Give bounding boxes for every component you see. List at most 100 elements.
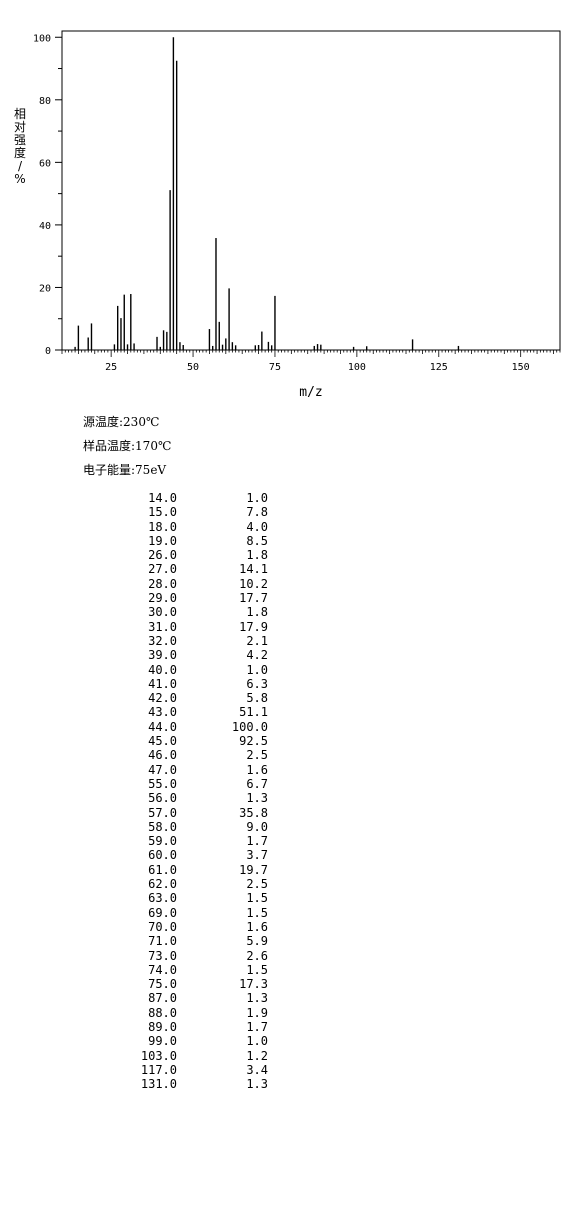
y-axis-ticks: 0 20 40 60 80 100 — [33, 33, 62, 357]
table-row: 40.0 1.0 — [110, 663, 268, 677]
table-row: 87.0 1.3 — [110, 991, 268, 1005]
mz-cell: 62.0 — [148, 877, 177, 892]
abundance-cell: 1.7 — [246, 834, 268, 849]
abundance-cell: 2.5 — [246, 748, 268, 763]
mz-cell: 75.0 — [148, 977, 177, 992]
abundance-cell: 17.7 — [239, 591, 268, 606]
mz-cell: 99.0 — [148, 1034, 177, 1049]
x-axis-ticks: 25 50 75 100 125 150 — [61, 350, 561, 373]
mz-cell: 71.0 — [148, 934, 177, 949]
x-tick-label: 25 — [105, 362, 117, 373]
abundance-cell: 10.2 — [239, 576, 268, 591]
mz-cell: 103.0 — [140, 1048, 177, 1063]
abundance-cell: 1.0 — [246, 1034, 268, 1049]
table-row: 19.0 8.5 — [110, 534, 268, 548]
mz-cell: 69.0 — [148, 905, 177, 920]
abundance-cell: 100.0 — [231, 719, 268, 734]
mz-cell: 15.0 — [148, 505, 177, 520]
y-axis-label: 相对强度/% — [14, 107, 26, 186]
table-row: 63.0 1.5 — [110, 891, 268, 905]
mass-spectrum-chart: 0 20 40 60 80 100 25 50 75 100 125 150 相对强度/% m/z — [14, 30, 561, 400]
y-tick-label: 60 — [39, 158, 51, 169]
table-row: 74.0 1.5 — [110, 963, 268, 977]
abundance-cell: 7.8 — [246, 505, 268, 520]
abundance-cell: 5.8 — [246, 691, 268, 706]
abundance-cell: 1.5 — [246, 962, 268, 977]
mz-cell: 42.0 — [148, 691, 177, 706]
abundance-cell: 1.3 — [246, 991, 268, 1006]
mz-cell: 27.0 — [148, 562, 177, 577]
table-row: 57.0 35.8 — [110, 806, 268, 820]
mz-cell: 43.0 — [148, 705, 177, 720]
mz-cell: 58.0 — [148, 819, 177, 834]
table-row: 75.0 17.3 — [110, 977, 268, 991]
abundance-cell: 14.1 — [239, 562, 268, 577]
mz-cell: 59.0 — [148, 834, 177, 849]
table-row: 30.0 1.8 — [110, 605, 268, 619]
table-row: 44.0 100.0 — [110, 720, 268, 734]
y-tick-label: 100 — [33, 33, 51, 44]
abundance-cell: 17.9 — [239, 619, 268, 634]
table-row: 71.0 5.9 — [110, 934, 268, 948]
x-tick-label: 75 — [269, 362, 281, 373]
spectrum-bars — [74, 37, 460, 350]
table-row: 45.0 92.5 — [110, 734, 268, 748]
abundance-cell: 1.6 — [246, 919, 268, 934]
sample-temperature: 样品温度:170℃ — [83, 439, 172, 453]
table-row: 55.0 6.7 — [110, 777, 268, 791]
mz-cell: 63.0 — [148, 891, 177, 906]
mz-cell: 28.0 — [148, 576, 177, 591]
table-row: 46.0 2.5 — [110, 748, 268, 762]
mz-cell: 39.0 — [148, 648, 177, 663]
mz-cell: 117.0 — [140, 1062, 177, 1077]
table-row: 27.0 14.1 — [110, 562, 268, 576]
abundance-cell: 6.3 — [246, 676, 268, 691]
abundance-cell: 51.1 — [239, 705, 268, 720]
abundance-cell: 1.0 — [246, 491, 268, 505]
table-row: 32.0 2.1 — [110, 634, 268, 648]
table-row: 117.0 3.4 — [110, 1063, 268, 1077]
abundance-cell: 35.8 — [239, 805, 268, 820]
electron-energy: 电子能量:75eV — [83, 463, 167, 477]
abundance-cell: 1.3 — [246, 791, 268, 806]
mz-cell: 47.0 — [148, 762, 177, 777]
table-row: 62.0 2.5 — [110, 877, 268, 891]
x-tick-label: 50 — [187, 362, 199, 373]
table-row: 89.0 1.7 — [110, 1020, 268, 1034]
mz-cell: 73.0 — [148, 948, 177, 963]
table-row: 31.0 17.9 — [110, 620, 268, 634]
abundance-cell: 1.0 — [246, 662, 268, 677]
table-row: 56.0 1.3 — [110, 791, 268, 805]
abundance-cell: 2.1 — [246, 633, 268, 648]
abundance-cell: 1.2 — [246, 1048, 268, 1063]
y-tick-label: 20 — [39, 283, 51, 294]
mz-cell: 14.0 — [148, 491, 177, 505]
mz-cell: 131.0 — [140, 1077, 177, 1092]
table-row: 70.0 1.6 — [110, 920, 268, 934]
table-row: 26.0 1.8 — [110, 548, 268, 562]
mz-cell: 70.0 — [148, 919, 177, 934]
table-row: 42.0 5.8 — [110, 691, 268, 705]
plot-frame — [61, 30, 561, 351]
mz-cell: 87.0 — [148, 991, 177, 1006]
abundance-cell: 1.9 — [246, 1005, 268, 1020]
table-row: 58.0 9.0 — [110, 820, 268, 834]
abundance-cell: 92.5 — [239, 734, 268, 749]
mz-cell: 29.0 — [148, 591, 177, 606]
mz-cell: 57.0 — [148, 805, 177, 820]
table-row: 69.0 1.5 — [110, 906, 268, 920]
table-row: 18.0 4.0 — [110, 520, 268, 534]
mz-cell: 19.0 — [148, 533, 177, 548]
abundance-cell: 2.5 — [246, 877, 268, 892]
mz-cell: 41.0 — [148, 676, 177, 691]
abundance-cell: 9.0 — [246, 819, 268, 834]
abundance-cell: 1.5 — [246, 905, 268, 920]
mz-cell: 60.0 — [148, 848, 177, 863]
mz-cell: 45.0 — [148, 734, 177, 749]
table-row: 15.0 7.8 — [110, 505, 268, 519]
mz-cell: 55.0 — [148, 776, 177, 791]
table-row: 59.0 1.7 — [110, 834, 268, 848]
mz-cell: 89.0 — [148, 1019, 177, 1034]
abundance-cell: 5.9 — [246, 934, 268, 949]
x-axis-label: m/z — [299, 385, 322, 400]
